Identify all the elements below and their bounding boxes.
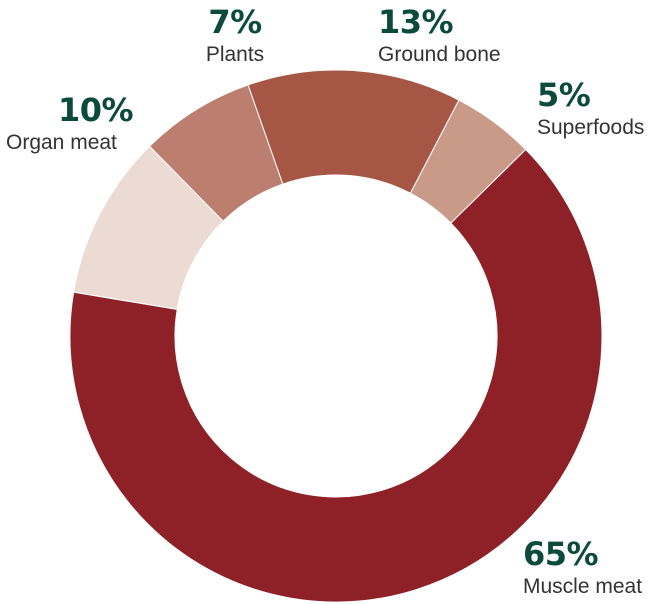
slice-ground-bone xyxy=(247,69,460,194)
label-ground-bone: 13% Ground bone xyxy=(378,6,501,65)
label-superfoods: 5% Superfoods xyxy=(537,79,644,138)
label-ground-bone-name: Ground bone xyxy=(378,43,501,66)
label-organ-meat-percent: 10% xyxy=(58,91,134,129)
label-organ-meat: 10% Organ meat xyxy=(6,91,134,154)
label-plants: 7% Plants xyxy=(203,6,267,65)
label-organ-meat-name: Organ meat xyxy=(6,131,117,154)
label-superfoods-percent: 5% xyxy=(537,76,591,114)
label-ground-bone-percent: 13% xyxy=(378,3,454,41)
label-muscle-meat-percent: 65% xyxy=(523,535,599,573)
label-superfoods-name: Superfoods xyxy=(537,116,645,139)
label-plants-name: Plants xyxy=(205,43,265,66)
donut-slices xyxy=(69,69,603,603)
slice-muscle-meat xyxy=(69,148,603,603)
label-muscle-meat-name: Muscle meat xyxy=(523,575,643,598)
label-plants-percent: 7% xyxy=(208,3,262,41)
label-muscle-meat: 65% Muscle meat xyxy=(523,538,642,597)
